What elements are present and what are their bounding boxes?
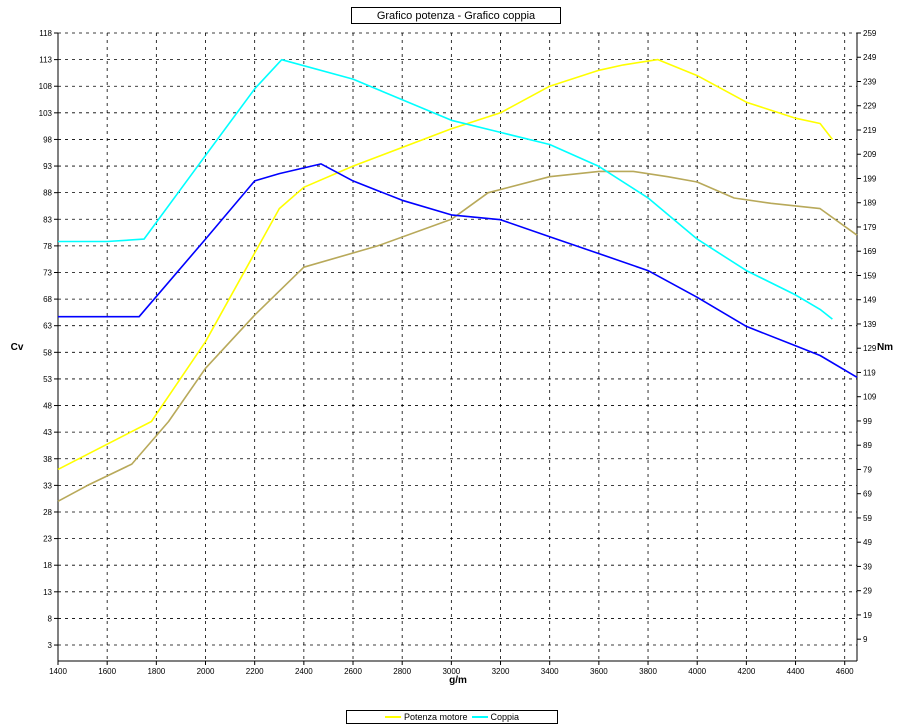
x-tick-label: 3200 xyxy=(492,667,510,676)
y-right-tick-label: 119 xyxy=(863,368,876,377)
y-right-tick-label: 229 xyxy=(863,102,877,111)
y-left-tick-label: 13 xyxy=(43,588,52,597)
axes xyxy=(57,33,858,662)
y-right-tick-label: 19 xyxy=(863,611,872,620)
y-left-tick-label: 8 xyxy=(48,614,53,623)
y-left-tick-label: 73 xyxy=(43,268,52,277)
x-tick-label: 2800 xyxy=(393,667,411,676)
y-left-tick-label: 33 xyxy=(43,481,52,490)
y-right-tick-label: 209 xyxy=(863,150,877,159)
series-line-2 xyxy=(58,58,833,320)
legend-item-potenza: Potenza motore xyxy=(384,712,468,722)
y-right-tick-label: 199 xyxy=(863,174,877,183)
series-line-3 xyxy=(58,163,858,378)
x-tick-label: 2000 xyxy=(197,667,215,676)
x-tick-label: 3000 xyxy=(442,667,460,676)
legend: Potenza motore Coppia xyxy=(346,710,558,724)
y-left-tick-label: 63 xyxy=(43,322,52,331)
y-left-tick-label: 48 xyxy=(43,402,52,411)
y-right-tick-label: 69 xyxy=(863,490,872,499)
legend-label-coppia: Coppia xyxy=(490,712,520,722)
legend-item-coppia: Coppia xyxy=(471,712,520,722)
x-tick-label: 3400 xyxy=(541,667,559,676)
y-right-tick-label: 39 xyxy=(863,562,872,571)
y-right-tick-label: 79 xyxy=(863,465,872,474)
y-left-tick-label: 113 xyxy=(39,56,52,65)
y-right-tick-label: 129 xyxy=(863,344,877,353)
x-tick-label: 4400 xyxy=(787,667,805,676)
y-right-tick-label: 169 xyxy=(863,247,877,256)
x-tick-label: 2200 xyxy=(246,667,264,676)
y-left-tick-label: 108 xyxy=(39,82,53,91)
y-right-tick-label: 109 xyxy=(863,393,877,402)
series xyxy=(57,58,858,503)
legend-swatch-coppia xyxy=(471,716,488,718)
x-tick-label: 3600 xyxy=(590,667,608,676)
x-tick-label: 4600 xyxy=(836,667,854,676)
x-tick-label: 2400 xyxy=(295,667,313,676)
y-right-tick-label: 139 xyxy=(863,320,877,329)
y-right-tick-label: 49 xyxy=(863,538,872,547)
y-right-tick-label: 29 xyxy=(863,587,872,596)
legend-swatch-potenza xyxy=(384,716,401,718)
y-left-tick-label: 43 xyxy=(43,428,52,437)
y-right-tick-label: 219 xyxy=(863,126,877,135)
grid xyxy=(57,32,857,661)
y-left-tick-label: 68 xyxy=(43,295,52,304)
y-right-tick-label: 59 xyxy=(863,514,872,523)
y-right-tick-label: 159 xyxy=(863,271,877,280)
y-right-tick-label: 259 xyxy=(863,29,877,38)
y-left-tick-label: 78 xyxy=(43,242,52,251)
series-line-0 xyxy=(57,58,834,471)
chart-title: Grafico potenza - Grafico coppia xyxy=(351,7,561,24)
legend-label-potenza: Potenza motore xyxy=(403,712,468,722)
y-right-tick-label: 149 xyxy=(863,296,877,305)
x-tick-label: 1400 xyxy=(49,667,67,676)
x-tick-label: 4200 xyxy=(737,667,755,676)
x-tick-label: 1600 xyxy=(98,667,116,676)
y-right-tick-label: 189 xyxy=(863,199,877,208)
y-left-tick-label: 28 xyxy=(43,508,52,517)
ticks: 1400 1600 1800 2000 2200 2400 2600 2800 3000 3200… xyxy=(39,29,877,676)
y-left-tick-label: 18 xyxy=(43,561,52,570)
y-axis-right-title: Nm xyxy=(877,342,893,353)
x-tick-label: 3800 xyxy=(639,667,657,676)
y-right-tick-label: 179 xyxy=(863,223,877,232)
y-right-tick-label: 9 xyxy=(863,635,868,644)
y-left-tick-label: 53 xyxy=(43,375,52,384)
y-right-tick-label: 239 xyxy=(863,77,877,86)
x-tick-label: 2600 xyxy=(344,667,362,676)
y-left-tick-label: 3 xyxy=(48,641,53,650)
y-left-tick-label: 88 xyxy=(43,189,52,198)
y-right-tick-label: 249 xyxy=(863,53,877,62)
y-left-tick-label: 23 xyxy=(43,535,52,544)
x-tick-label: 4000 xyxy=(688,667,706,676)
y-left-tick-label: 93 xyxy=(43,162,52,171)
y-left-tick-label: 103 xyxy=(39,109,53,118)
x-axis-title: g/m xyxy=(449,675,467,686)
x-tick-label: 1800 xyxy=(147,667,165,676)
y-right-tick-label: 99 xyxy=(863,417,872,426)
y-axis-left-title: Cv xyxy=(11,342,24,353)
y-left-tick-label: 38 xyxy=(43,455,52,464)
y-left-tick-label: 83 xyxy=(43,215,52,224)
y-left-tick-label: 118 xyxy=(39,29,52,38)
y-left-tick-label: 58 xyxy=(43,348,52,357)
y-right-tick-label: 89 xyxy=(863,441,872,450)
series-line-1 xyxy=(57,170,858,503)
y-left-tick-label: 98 xyxy=(43,135,52,144)
